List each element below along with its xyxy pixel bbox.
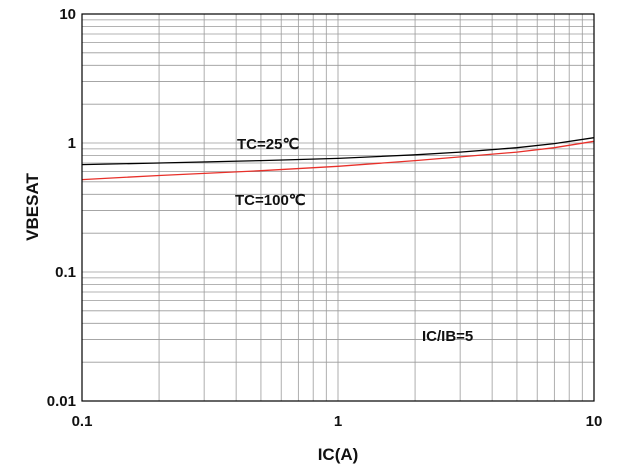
y-tick-label: 0.1 <box>55 264 76 281</box>
x-tick-labels: 0.1 1 10 <box>72 413 603 430</box>
annotation-ic-ib: IC/IB=5 <box>422 328 473 345</box>
annotation-tc25: TC=25℃ <box>237 136 299 153</box>
grid-lines <box>82 14 594 401</box>
x-tick-label: 1 <box>334 413 342 430</box>
series-line-tc25 <box>81 137 595 166</box>
y-tick-label: 1 <box>68 135 76 152</box>
series-line-tc100 <box>81 140 595 181</box>
annotation-tc100: TC=100℃ <box>235 192 306 209</box>
y-axis-label: VBESAT <box>23 173 42 241</box>
x-axis-label: IC(A) <box>318 445 359 464</box>
y-tick-label: 10 <box>59 6 76 23</box>
plot-frame <box>81 13 595 402</box>
x-tick-label: 10 <box>586 413 603 430</box>
x-tick-label: 0.1 <box>72 413 93 430</box>
series-lines <box>81 137 595 181</box>
y-tick-labels: 0.01 0.1 1 10 <box>47 6 76 410</box>
y-tick-label: 0.01 <box>47 393 76 410</box>
